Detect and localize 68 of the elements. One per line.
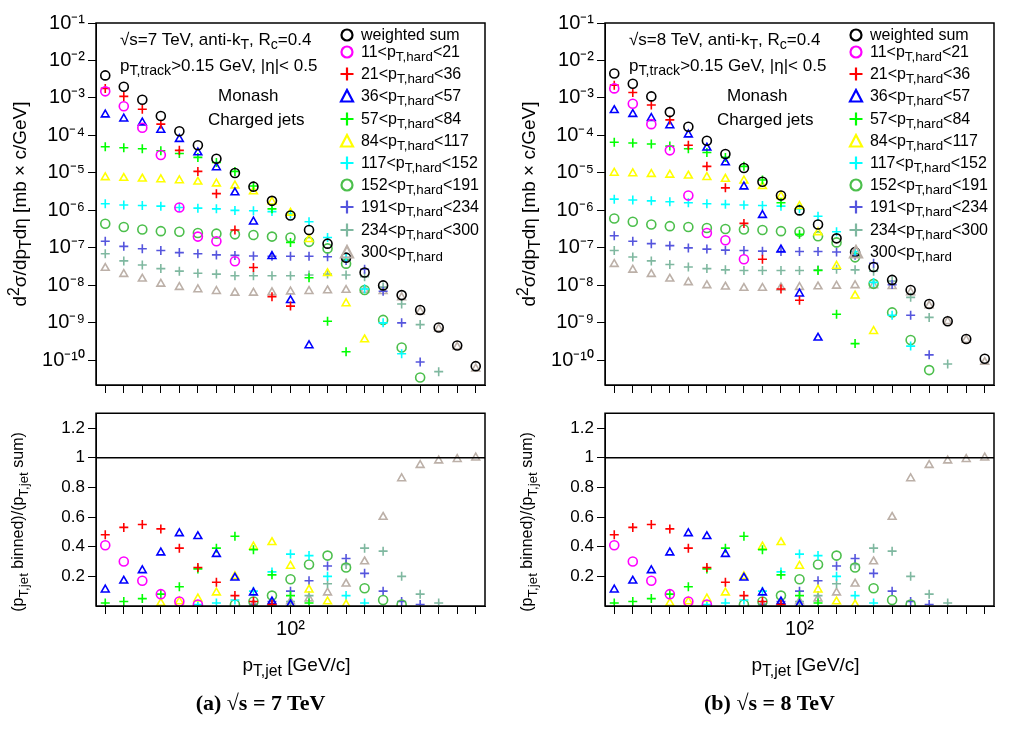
legend-label: 57<p$_{T,hard}$<84	[869, 109, 971, 131]
x-axis-title: p$_{T,jet}$ [GeV/c]	[750, 654, 861, 680]
y-tick-label: 10⁻²	[49, 48, 86, 70]
y-tick-label: 10⁻¹	[558, 10, 595, 33]
legend-label: 21<p$_{T,hard}$<36	[869, 65, 971, 87]
y-tick-label: 1.2	[61, 417, 85, 437]
legend-label: 191<p$_{T,hard}$<234	[360, 198, 479, 220]
legend-label: weighted sum	[360, 26, 460, 43]
y-tick-label: 0.4	[61, 536, 85, 556]
x-axis-title: p$_{T,jet}$ [GeV/c]	[241, 654, 352, 680]
legend-label: 57<p$_{T,hard}$<84	[360, 109, 462, 131]
y-tick-label: 10⁻⁹	[47, 310, 85, 333]
annotation: √s=8 TeV, anti-k$_{T}$, R$_{c}$=0.4	[629, 30, 821, 53]
y-tick-label: 10⁻⁸	[47, 272, 85, 295]
legend-label: 11<p$_{T,hard}$<21	[869, 43, 970, 65]
x-tick-label: 10²	[785, 616, 815, 639]
legend-label: 152<p$_{T,hard}$<191	[869, 176, 988, 198]
y-tick-label: 0.6	[570, 506, 594, 526]
legend-label: 300<p$_{T,hard}$	[869, 242, 952, 264]
x-tick-label: 10²	[276, 616, 306, 639]
text: (a) √s = 7 TeV	[194, 690, 327, 716]
y-tick-label: 10⁻⁶	[47, 197, 85, 220]
y-tick-label: 0.6	[61, 506, 85, 526]
annotation: Charged jets	[717, 110, 814, 130]
y-tick-label: 10⁻³	[49, 85, 86, 108]
annotation: Monash	[218, 86, 279, 106]
y-tick-label: 10⁻⁷	[557, 235, 594, 258]
y-tick-label: 10⁻⁵	[47, 160, 85, 183]
annotation: Monash	[727, 86, 788, 106]
legend-label: 84<p$_{T,hard}$<117	[869, 131, 978, 153]
legend-label: 84<p$_{T,hard}$<117	[360, 131, 469, 153]
legend-label: weighted sum	[869, 26, 969, 43]
y-tick-label: 10⁻²	[558, 48, 595, 70]
y-tick-label: 10⁻⁴	[556, 122, 594, 145]
legend-label: 117<p$_{T,hard}$<152	[869, 153, 987, 176]
legend-label: 234<p$_{T,hard}$<300	[360, 220, 479, 242]
legend-label: 21<p$_{T,hard}$<36	[360, 65, 462, 87]
y-tick-label: 10⁻⁵	[556, 160, 594, 183]
legend-label: 234<p$_{T,hard}$<300	[869, 220, 988, 242]
legend-label: 36<p$_{T,hard}$<57	[360, 87, 462, 109]
y-tick-label: 10⁻¹	[49, 10, 86, 33]
y-tick-label: 0.2	[61, 566, 85, 586]
y-tick-label: 0.8	[61, 477, 85, 497]
annotation: p$_{T,track}$>0.15 GeV, |η|< 0.5	[629, 56, 827, 79]
y-tick-label: 10⁻¹⁰	[551, 347, 594, 370]
legend-label: 117<p$_{T,hard}$<152	[360, 153, 478, 176]
y-tick-label: 0.8	[570, 477, 594, 497]
y-tick-label: 10⁻¹⁰	[42, 347, 85, 370]
y-tick-label: 0.2	[570, 566, 594, 586]
annotation: Charged jets	[208, 110, 305, 130]
y-tick-label: 10⁻⁹	[556, 310, 594, 333]
y-tick-label: 10⁻⁸	[556, 272, 594, 295]
legend-label: 11<p$_{T,hard}$<21	[360, 43, 461, 65]
annotation: √s=7 TeV, anti-k$_{T}$, R$_{c}$=0.4	[120, 30, 312, 53]
annotation: p$_{T,track}$>0.15 GeV, |η|< 0.5	[120, 56, 318, 79]
y-tick-label: 1	[75, 447, 85, 467]
y-tick-label: 10⁻⁶	[556, 197, 594, 220]
legend-label: 36<p$_{T,hard}$<57	[869, 87, 971, 109]
y-tick-label: 10⁻³	[558, 85, 595, 108]
y-tick-label: 10⁻⁴	[47, 122, 85, 145]
y-tick-label: 1	[584, 447, 594, 467]
legend-label: 300<p$_{T,hard}$	[360, 242, 443, 264]
text: (b) √s = 8 TeV	[703, 690, 836, 716]
legend-label: 152<p$_{T,hard}$<191	[360, 176, 479, 198]
y-tick-label: 10⁻⁷	[48, 235, 85, 258]
y-tick-label: 1.2	[570, 417, 594, 437]
legend-label: 191<p$_{T,hard}$<234	[869, 198, 988, 220]
y-tick-label: 0.4	[570, 536, 594, 556]
